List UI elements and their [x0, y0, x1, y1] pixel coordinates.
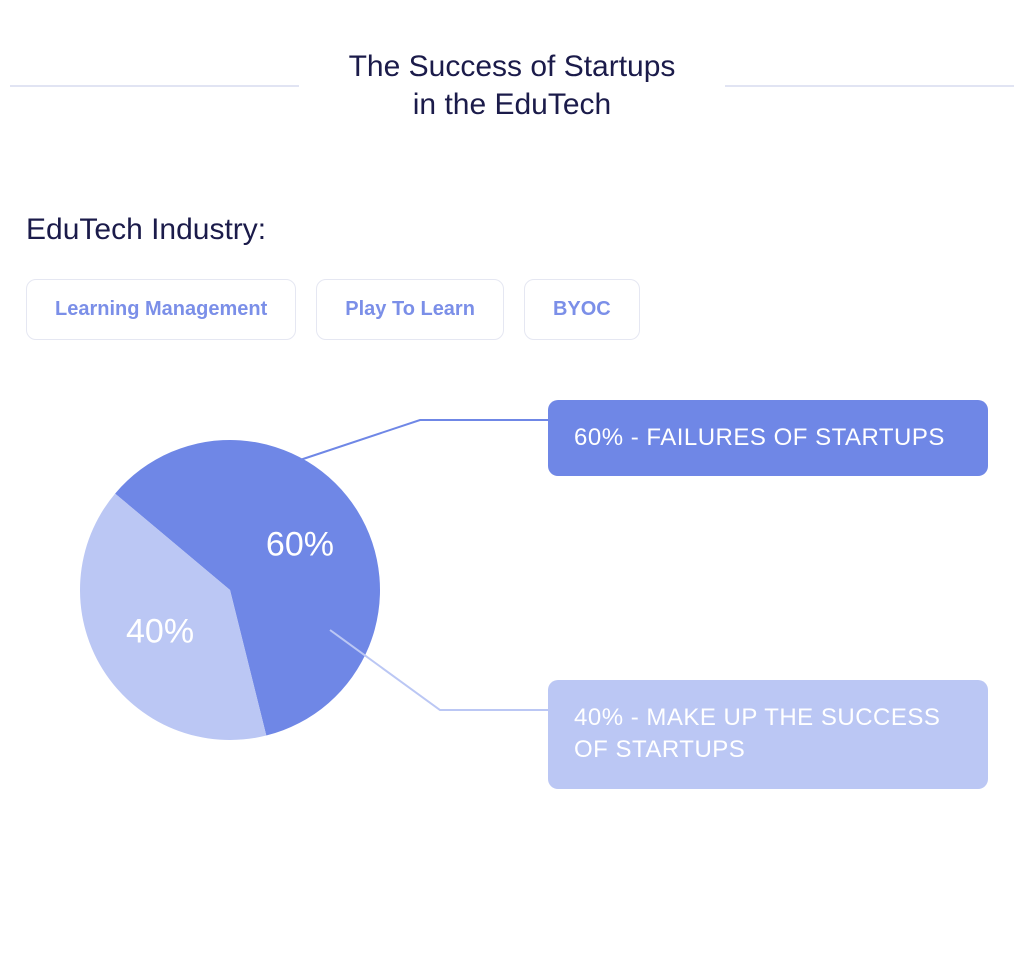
page-title: The Success of Startups in the EduTech: [309, 48, 716, 123]
chart-area: 60% 40% 60% - FAILURES OF STARTUPS 40% - …: [0, 400, 1024, 920]
connector-1: [300, 420, 560, 520]
section-subtitle: EduTech Industry:: [26, 213, 1024, 247]
rule-left: [10, 85, 299, 87]
title-row: The Success of Startups in the EduTech: [0, 0, 1024, 123]
tab-learning-management[interactable]: Learning Management: [26, 279, 296, 340]
pie-label-60: 60%: [266, 525, 334, 563]
callout-failures: 60% - FAILURES OF STARTUPS: [548, 400, 988, 476]
tab-byoc[interactable]: BYOC: [524, 279, 640, 340]
callout-success: 40% - MAKE UP THE SUCCESS OF STARTUPS: [548, 680, 988, 789]
rule-right: [725, 85, 1014, 87]
tab-play-to-learn[interactable]: Play To Learn: [316, 279, 504, 340]
pie-label-40: 40%: [126, 613, 194, 651]
callout-failures-text: 60% - FAILURES OF STARTUPS: [574, 424, 945, 451]
callout-success-text: 40% - MAKE UP THE SUCCESS OF STARTUPS: [574, 704, 940, 763]
tabs-row: Learning Management Play To Learn BYOC: [26, 279, 1024, 340]
page: The Success of Startups in the EduTech E…: [0, 0, 1024, 964]
